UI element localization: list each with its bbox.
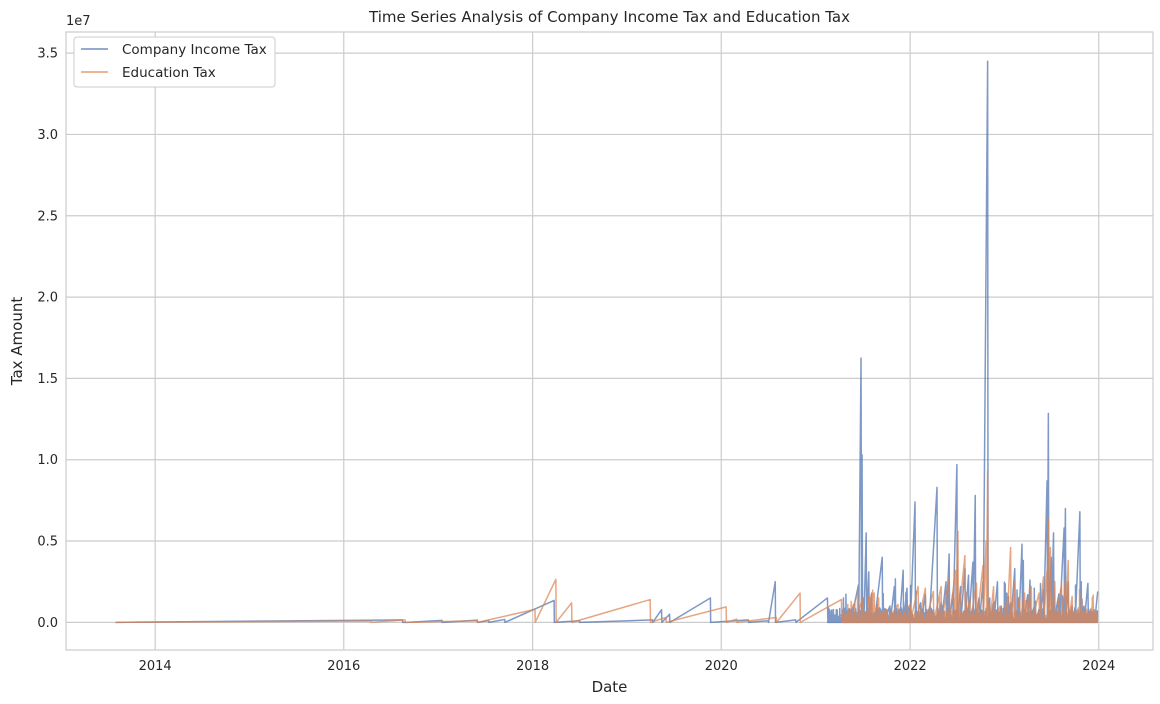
- chart-title: Time Series Analysis of Company Income T…: [368, 8, 850, 26]
- series-line-education-tax: [115, 470, 1099, 624]
- x-tick-label: 2018: [516, 659, 549, 674]
- y-tick-label: 0.0: [37, 616, 58, 631]
- tick-layer: 0.0 0.5 1.0 1.5 2.0 2.5 3.0 3.5 2014 2016 2018 2020…: [37, 47, 1115, 674]
- y-tick-label: 2.5: [37, 209, 58, 224]
- x-tick-label: 2020: [705, 659, 738, 674]
- x-tick-label: 2024: [1082, 659, 1115, 674]
- y-tick-label: 1.5: [37, 372, 58, 387]
- x-axis-title: Date: [592, 678, 628, 696]
- y-offset-label: 1e7: [66, 14, 91, 29]
- y-tick-label: 3.5: [37, 47, 58, 62]
- x-tick-label: 2016: [327, 659, 360, 674]
- legend-label-company-income-tax: Company Income Tax: [122, 42, 267, 58]
- y-tick-label: 1.0: [37, 453, 58, 468]
- y-tick-label: 3.0: [37, 128, 58, 143]
- plot-frame: [65, 31, 1154, 651]
- x-tick-label: 2022: [894, 659, 927, 674]
- series-layer: [115, 60, 1099, 624]
- legend-label-education-tax: Education Tax: [122, 65, 216, 81]
- legend-box: [73, 36, 276, 88]
- y-tick-label: 0.5: [37, 535, 58, 550]
- y-axis-title: Tax Amount: [8, 297, 26, 387]
- legend: Company Income Tax Education Tax: [73, 36, 276, 88]
- x-tick-label: 2014: [139, 659, 172, 674]
- y-tick-label: 2.0: [37, 291, 58, 306]
